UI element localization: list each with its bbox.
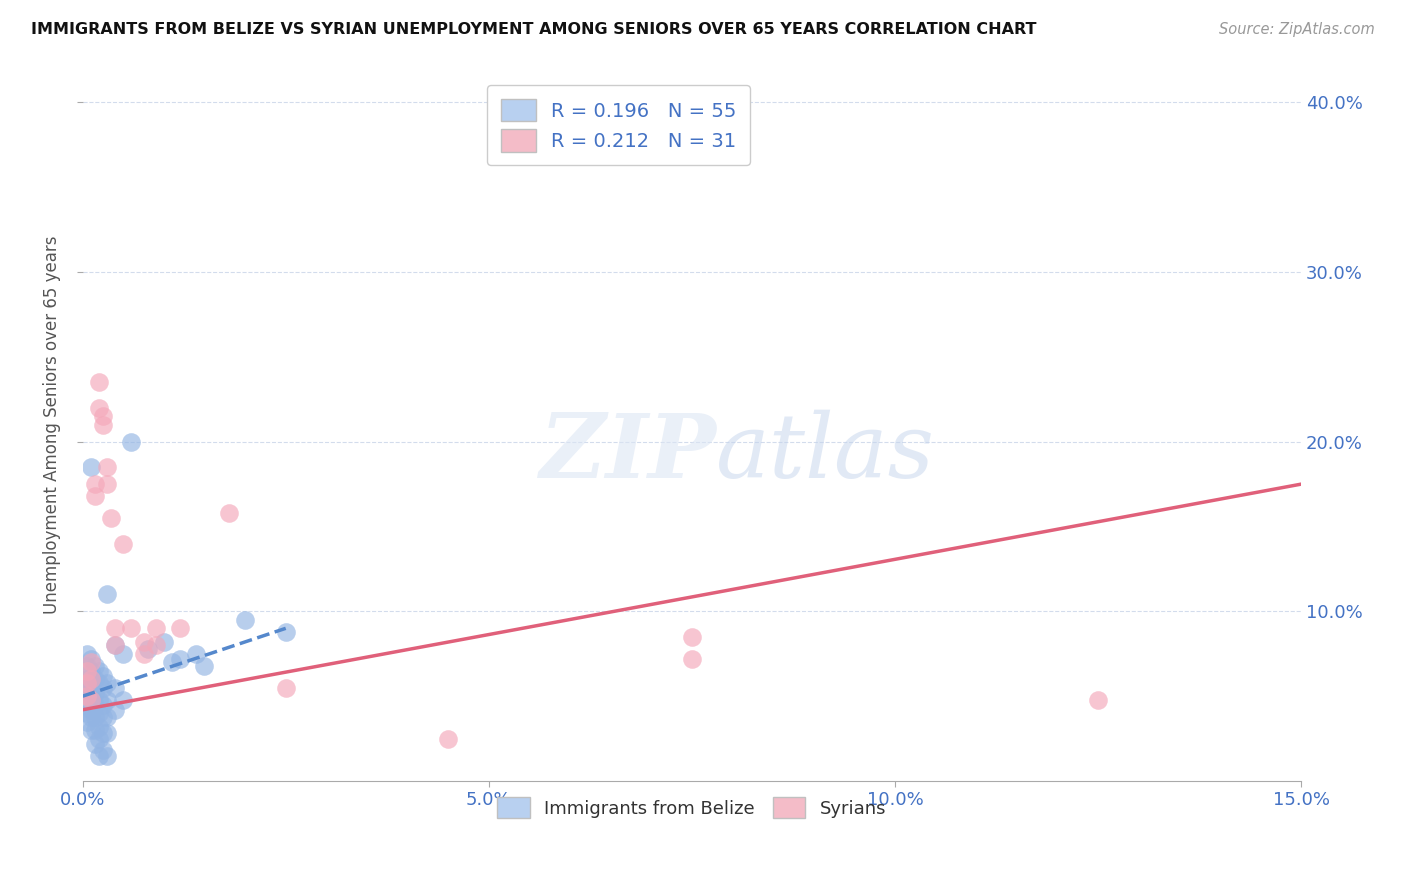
Point <box>233 613 256 627</box>
Point <box>169 621 191 635</box>
Point <box>96 460 118 475</box>
Text: Source: ZipAtlas.com: Source: ZipAtlas.com <box>1219 22 1375 37</box>
Y-axis label: Unemployment Among Seniors over 65 years: Unemployment Among Seniors over 65 years <box>44 235 60 614</box>
Point <box>96 709 118 723</box>
Point <box>80 672 103 686</box>
Point <box>91 669 114 683</box>
Point <box>96 477 118 491</box>
Point <box>80 655 103 669</box>
Point <box>80 723 103 738</box>
Point <box>80 703 103 717</box>
Point <box>96 748 118 763</box>
Text: ZIP: ZIP <box>540 410 716 497</box>
Point <box>104 638 127 652</box>
Point <box>87 720 110 734</box>
Point <box>80 689 103 703</box>
Point <box>83 709 105 723</box>
Point <box>169 652 191 666</box>
Point <box>193 658 215 673</box>
Point <box>76 681 98 695</box>
Point <box>145 621 167 635</box>
Point <box>136 641 159 656</box>
Point <box>87 706 110 720</box>
Point <box>132 647 155 661</box>
Point <box>87 675 110 690</box>
Point <box>160 655 183 669</box>
Point <box>83 477 105 491</box>
Point <box>145 638 167 652</box>
Point <box>76 698 98 712</box>
Point <box>76 658 98 673</box>
Point <box>96 587 118 601</box>
Point <box>83 737 105 751</box>
Point <box>80 675 103 690</box>
Text: atlas: atlas <box>716 409 935 497</box>
Point <box>76 706 98 720</box>
Point <box>87 692 110 706</box>
Point <box>80 709 103 723</box>
Point <box>76 689 98 703</box>
Point <box>437 731 460 746</box>
Point <box>91 409 114 424</box>
Point <box>120 434 142 449</box>
Point <box>91 681 114 695</box>
Point <box>83 698 105 712</box>
Point <box>112 647 135 661</box>
Point <box>104 703 127 717</box>
Point <box>76 675 98 690</box>
Point <box>1087 692 1109 706</box>
Point <box>91 726 114 740</box>
Point <box>76 664 98 678</box>
Point <box>274 681 297 695</box>
Point <box>186 647 208 661</box>
Point <box>100 511 122 525</box>
Point <box>83 672 105 686</box>
Point <box>83 686 105 700</box>
Point <box>87 376 110 390</box>
Point <box>80 692 103 706</box>
Point <box>104 681 127 695</box>
Point <box>681 630 703 644</box>
Point <box>112 536 135 550</box>
Text: IMMIGRANTS FROM BELIZE VS SYRIAN UNEMPLOYMENT AMONG SENIORS OVER 65 YEARS CORREL: IMMIGRANTS FROM BELIZE VS SYRIAN UNEMPLO… <box>31 22 1036 37</box>
Point <box>91 743 114 757</box>
Point <box>218 506 240 520</box>
Point <box>76 647 98 661</box>
Point <box>120 621 142 635</box>
Point <box>76 714 98 729</box>
Point <box>112 692 135 706</box>
Point <box>87 664 110 678</box>
Point <box>80 664 103 678</box>
Point <box>87 748 110 763</box>
Point <box>96 692 118 706</box>
Point <box>80 460 103 475</box>
Point <box>83 723 105 738</box>
Point <box>91 698 114 712</box>
Legend: Immigrants from Belize, Syrians: Immigrants from Belize, Syrians <box>491 790 894 825</box>
Point <box>153 635 176 649</box>
Point <box>104 621 127 635</box>
Point <box>132 635 155 649</box>
Point <box>91 417 114 432</box>
Point <box>87 731 110 746</box>
Point <box>83 658 105 673</box>
Point <box>76 672 98 686</box>
Point <box>87 401 110 415</box>
Point <box>96 675 118 690</box>
Point <box>274 624 297 639</box>
Point <box>91 709 114 723</box>
Point <box>681 652 703 666</box>
Point <box>104 638 127 652</box>
Point <box>76 689 98 703</box>
Point <box>83 489 105 503</box>
Point <box>96 726 118 740</box>
Point <box>80 652 103 666</box>
